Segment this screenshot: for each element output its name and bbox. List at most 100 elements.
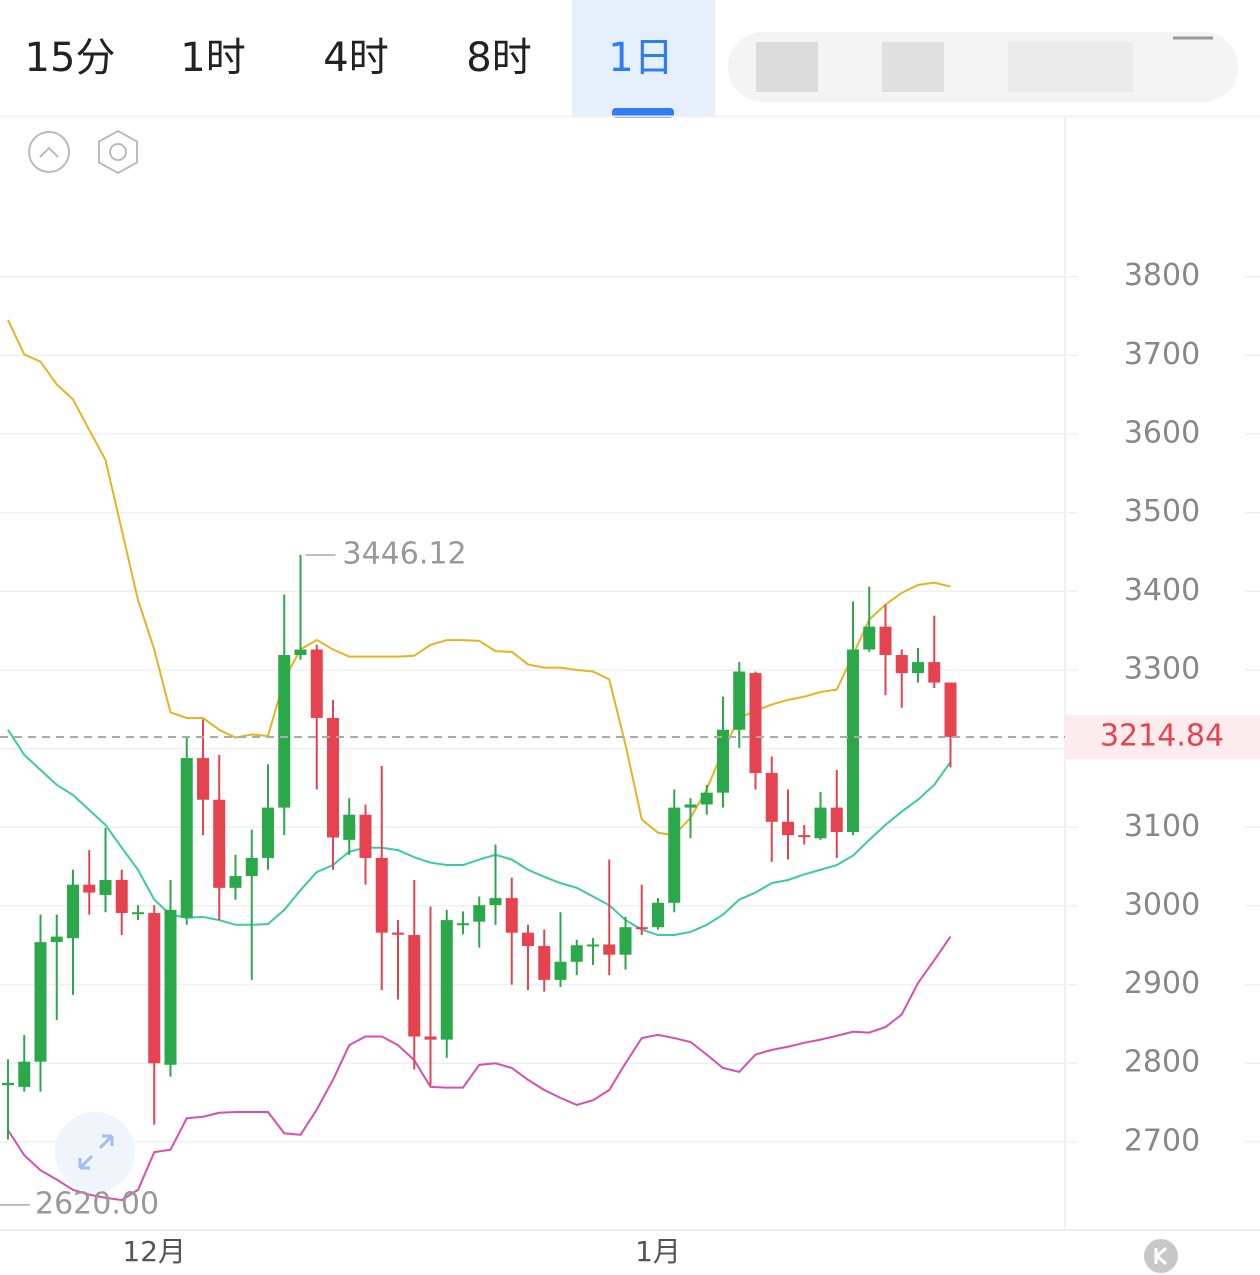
- candle-body: [814, 807, 827, 839]
- settings-icon-center: [109, 143, 127, 161]
- k-button[interactable]: [1144, 1239, 1178, 1273]
- candle-body: [879, 626, 892, 656]
- candle-body: [700, 792, 713, 805]
- candle-body: [18, 1061, 31, 1087]
- tab[interactable]: 15分: [25, 35, 116, 81]
- settings-icon[interactable]: [98, 129, 138, 175]
- y-tick-label: 3400: [1124, 573, 1200, 608]
- blur-block: [1008, 42, 1133, 92]
- candle-body: [294, 649, 307, 656]
- blur-block: [882, 42, 944, 92]
- candle-body: [2, 1082, 14, 1086]
- max-label: 3446.12: [343, 537, 467, 572]
- candle-body: [765, 773, 778, 822]
- y-tick-label: 3000: [1124, 887, 1200, 922]
- candle-body: [749, 673, 762, 774]
- candle-body: [717, 729, 729, 793]
- tab[interactable]: 1日: [608, 35, 673, 81]
- candle-body: [473, 905, 486, 922]
- candle-body: [554, 961, 567, 980]
- candle-body: [863, 626, 876, 650]
- candle-body: [197, 758, 209, 800]
- y-tick-label: 2800: [1124, 1045, 1200, 1080]
- candle-body: [392, 932, 404, 935]
- y-tick-label: 3600: [1124, 415, 1200, 450]
- k-icon: [1154, 1246, 1167, 1266]
- grid: [0, 275, 1260, 1143]
- candle-body: [587, 944, 599, 947]
- candle-body: [375, 857, 388, 933]
- tab[interactable]: 4时: [323, 35, 388, 81]
- candle-body: [213, 799, 226, 888]
- collapse-chevron: [39, 146, 59, 158]
- candle-body: [668, 807, 681, 903]
- last-price-label: 3214.84: [1100, 718, 1224, 753]
- min-label: 2620.00: [35, 1186, 159, 1221]
- candle-body: [635, 927, 648, 930]
- candle-body: [538, 946, 551, 980]
- candle-body: [440, 920, 453, 1040]
- candle-body: [652, 902, 664, 928]
- candles: [2, 555, 957, 1140]
- candle-body: [603, 944, 616, 955]
- candle-body: [912, 662, 924, 674]
- candle-body: [83, 884, 96, 893]
- candle-body: [847, 649, 859, 832]
- candle-body: [928, 662, 941, 683]
- candle-body: [782, 821, 794, 836]
- y-tick-label: 3100: [1124, 809, 1200, 844]
- candle-body: [115, 879, 128, 914]
- y-tick-label: 2700: [1124, 1123, 1200, 1158]
- x-tick-label: 1月: [635, 1235, 681, 1268]
- candle-body: [50, 936, 63, 943]
- candle-body: [684, 804, 697, 808]
- last-price-box: [1065, 714, 1260, 759]
- candle-body: [34, 942, 47, 1062]
- candle-body: [310, 649, 323, 718]
- candle-body: [278, 655, 291, 808]
- y-tick-label: 3800: [1124, 258, 1200, 293]
- candle-body: [619, 927, 632, 955]
- tab[interactable]: 1时: [180, 35, 245, 81]
- band-line: [7, 729, 952, 937]
- candle-body: [798, 835, 811, 838]
- expand-icon: [78, 1134, 114, 1170]
- candle-body: [457, 923, 469, 926]
- bands: [7, 319, 952, 1202]
- candle-body: [359, 814, 372, 858]
- candle-body: [733, 671, 746, 730]
- candle-body: [505, 898, 518, 933]
- expand-button[interactable]: [55, 1112, 135, 1192]
- band-line: [7, 936, 952, 1202]
- candle-body: [343, 814, 356, 840]
- candle-body: [895, 655, 908, 674]
- candle-body: [229, 876, 242, 888]
- candle-body: [830, 807, 843, 832]
- candle-body: [408, 935, 421, 1037]
- tab-selected-bg: [572, 0, 715, 116]
- labels: 2700280029003000310032003300340035003600…: [0, 258, 1260, 1268]
- y-tick-label: 3500: [1124, 494, 1200, 529]
- candle-body: [262, 807, 274, 858]
- candle-body: [132, 912, 144, 915]
- y-tick-label: 2900: [1124, 966, 1200, 1001]
- x-tick-label: 12月: [122, 1235, 186, 1268]
- blur-block: [756, 42, 818, 92]
- candle-body: [67, 884, 79, 939]
- tab[interactable]: 8时: [466, 35, 531, 81]
- y-tick-label: 3700: [1124, 337, 1200, 372]
- candle-body: [327, 717, 339, 838]
- tab-bar: 15分 1时 4时 8时 1日: [25, 0, 715, 118]
- candle-body: [570, 945, 583, 962]
- y-tick-label: 3300: [1124, 651, 1200, 686]
- candle-body: [489, 898, 502, 906]
- candle-body: [522, 932, 534, 947]
- candle-body: [424, 1036, 437, 1040]
- collapse-icon[interactable]: [28, 131, 70, 173]
- candle-body: [245, 857, 258, 877]
- band-line: [7, 319, 951, 837]
- candle-body: [180, 758, 193, 918]
- candle-body: [99, 879, 112, 895]
